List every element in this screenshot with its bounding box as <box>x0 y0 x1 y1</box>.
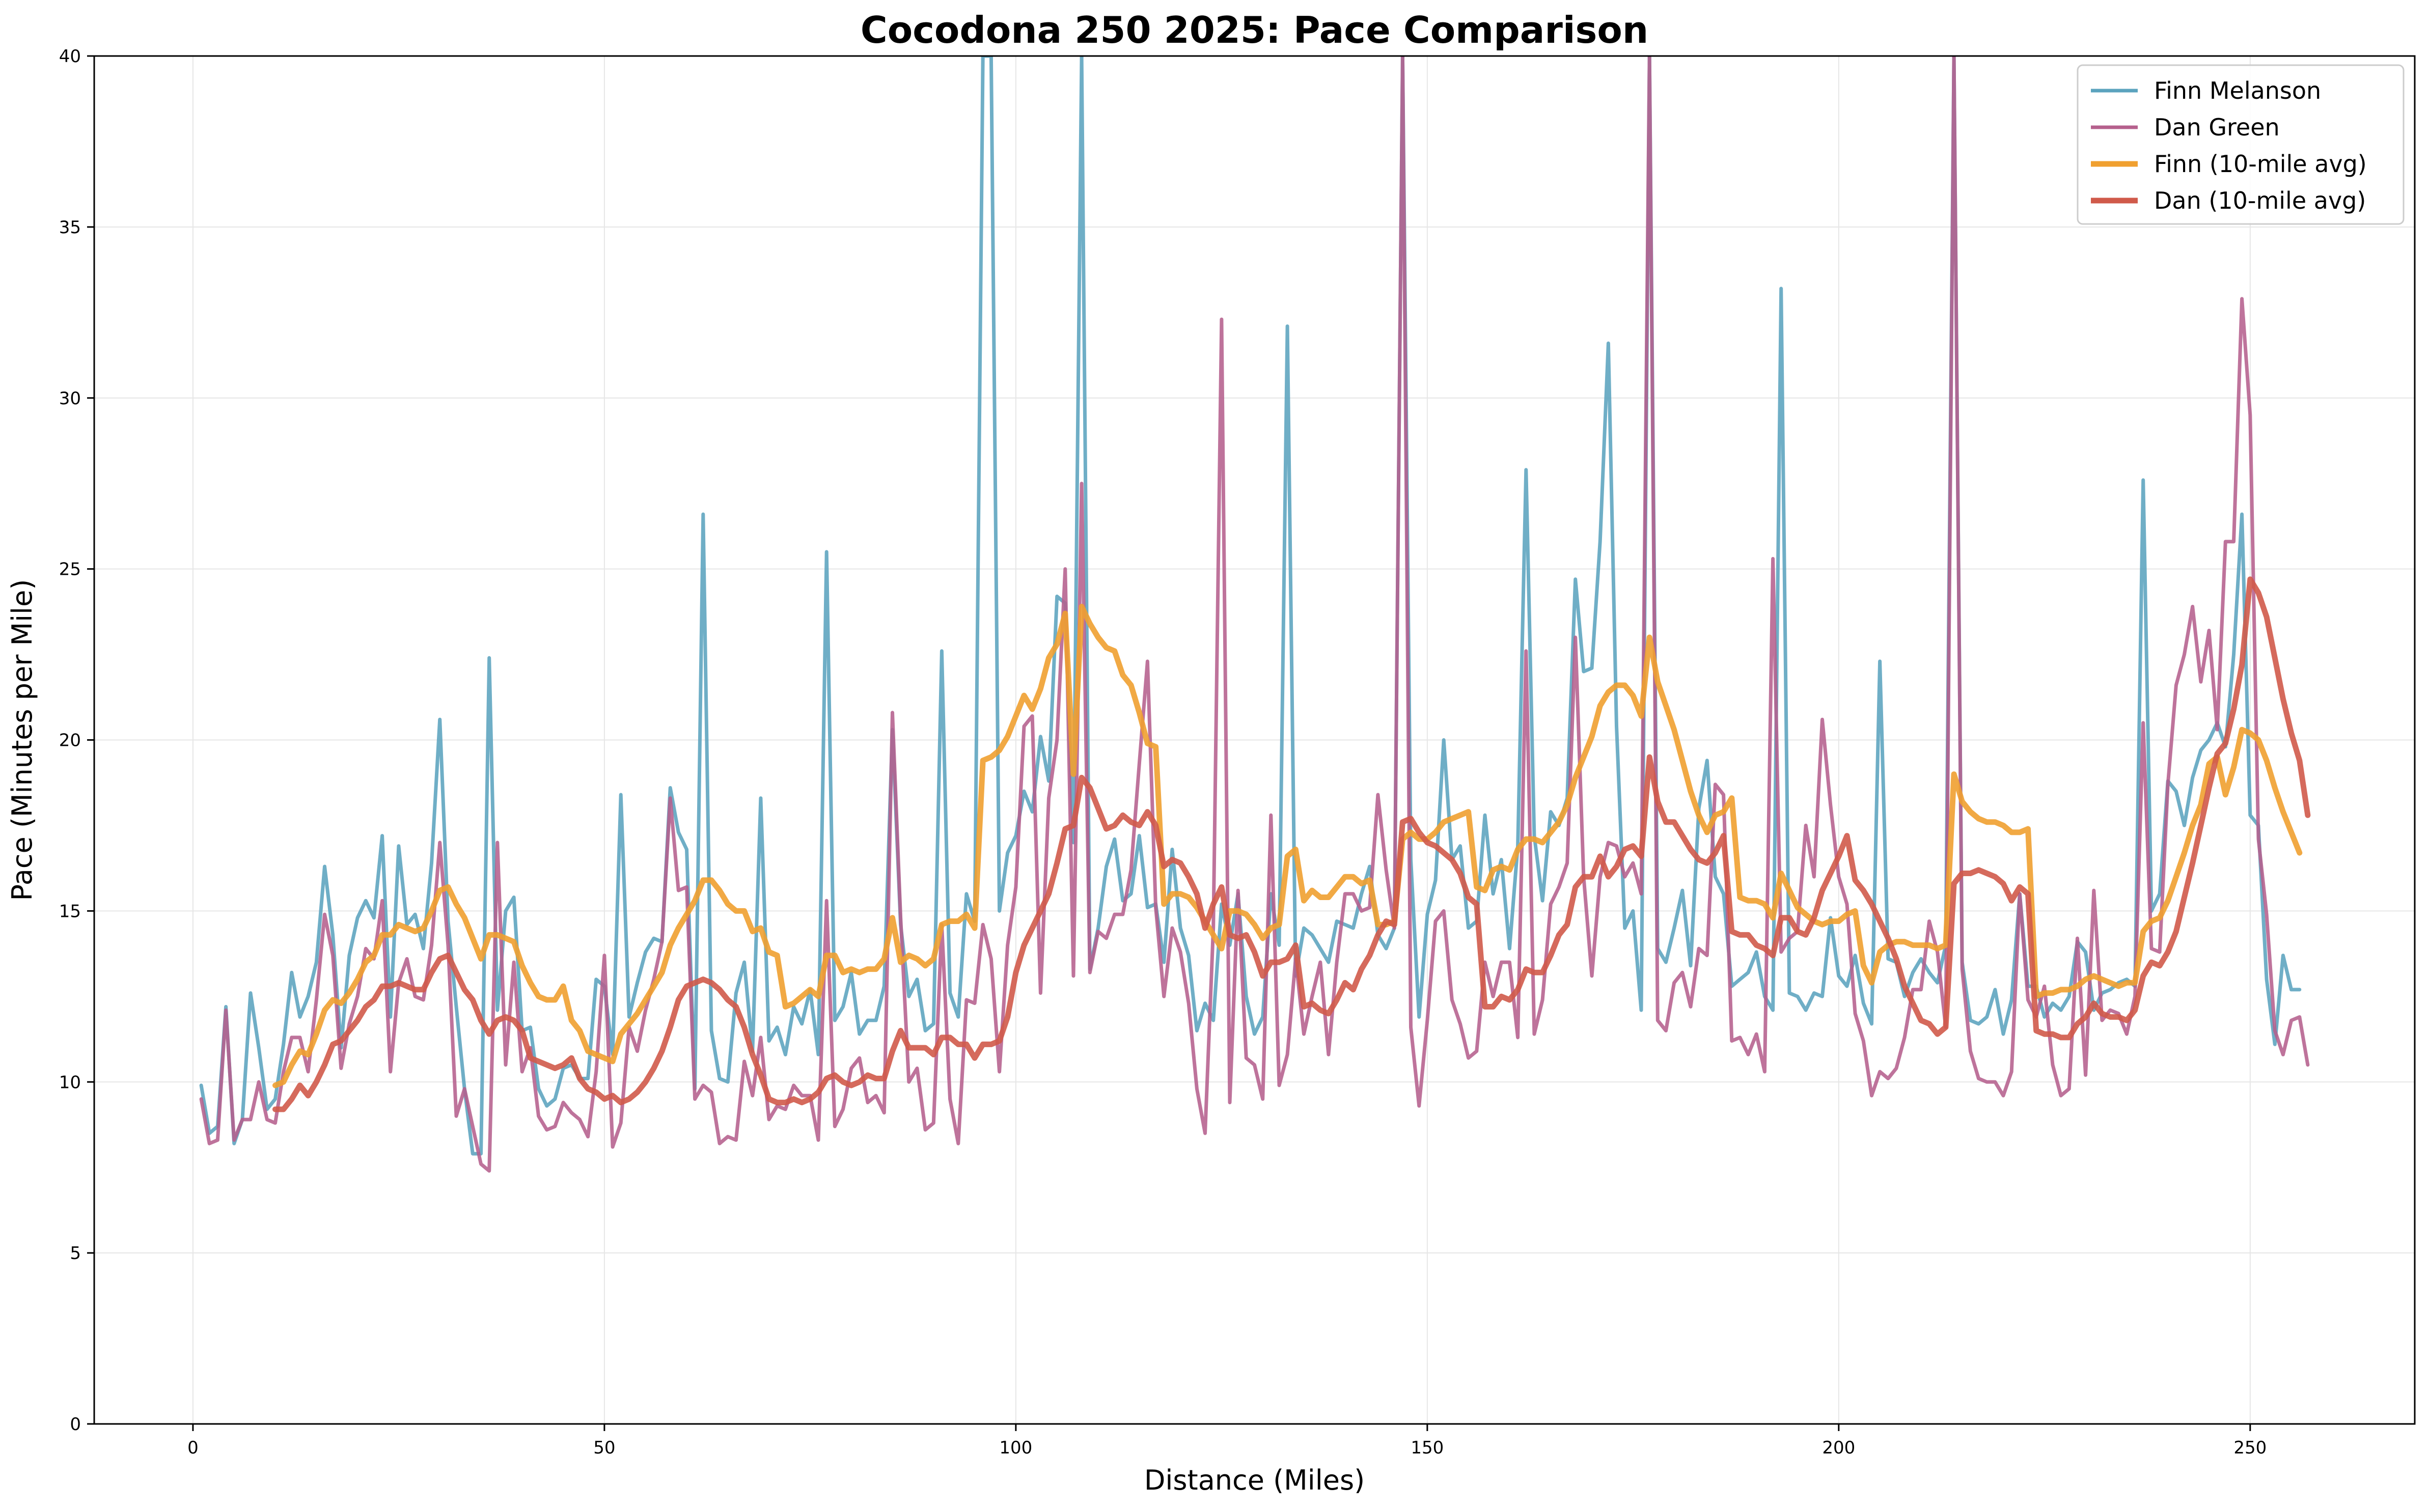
series-line-2 <box>272 604 2303 1088</box>
series-line-1 <box>199 56 2310 1173</box>
x-axis-label: Distance (Miles) <box>1144 1464 1365 1496</box>
y-tick-label: 40 <box>59 46 81 67</box>
plot-frame <box>93 55 2416 1425</box>
y-tick-label: 35 <box>59 217 81 238</box>
legend: Finn Melanson Dan Green Finn (10-mile avg)… <box>2077 64 2405 225</box>
chart-title: Cocodona 250 2025: Pace Comparison <box>861 9 1648 51</box>
x-tick-label: 100 <box>999 1438 1032 1458</box>
legend-label-2: Finn (10-mile avg) <box>2154 150 2367 178</box>
x-tick-label: 250 <box>2233 1438 2267 1458</box>
legend-label-1: Dan Green <box>2154 114 2280 141</box>
x-tick-label: 200 <box>1822 1438 1855 1458</box>
series-line-3 <box>272 576 2311 1112</box>
y-tick-label: 20 <box>59 731 81 751</box>
y-tick-label: 30 <box>59 388 81 409</box>
y-axis-label: Pace (Minutes per Mile) <box>6 579 38 901</box>
legend-label-0: Finn Melanson <box>2154 77 2321 104</box>
y-tick-label: 5 <box>70 1243 81 1264</box>
legend-box <box>2077 64 2405 225</box>
axis-ticks: 0 50 100 150 200 250 0 5 10 15 20 25 30 35 40 <box>59 46 2267 1458</box>
legend-label-3: Dan (10-mile avg) <box>2154 187 2366 214</box>
series-lines <box>199 56 2311 1173</box>
x-tick-label: 50 <box>593 1438 615 1458</box>
y-tick-label: 15 <box>59 901 81 921</box>
y-tick-label: 10 <box>59 1072 81 1093</box>
x-tick-label: 150 <box>1411 1438 1444 1458</box>
x-tick-label: 0 <box>187 1438 199 1458</box>
y-tick-label: 25 <box>59 559 81 580</box>
y-tick-label: 0 <box>70 1414 81 1435</box>
